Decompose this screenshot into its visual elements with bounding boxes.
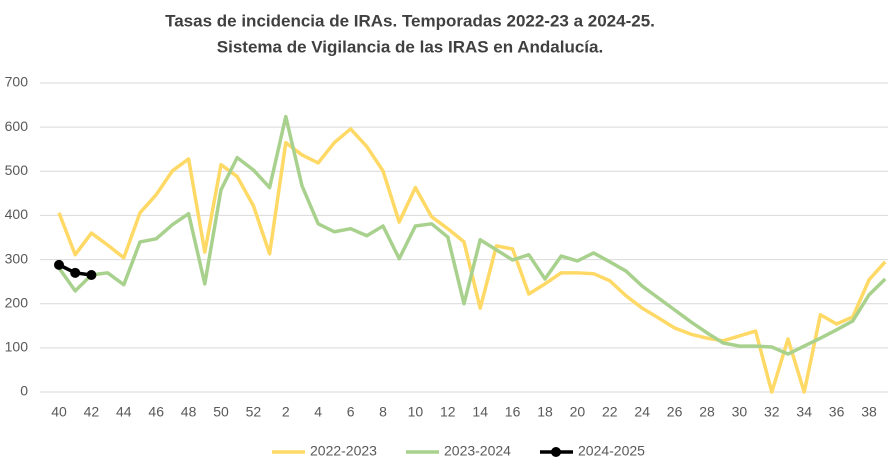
x-tick-label: 52 — [246, 404, 262, 420]
x-tick-label: 26 — [667, 404, 683, 420]
series-line — [57, 127, 887, 394]
chart-title: Tasas de incidencia de IRAs. Temporadas … — [165, 11, 655, 30]
y-tick-label: 200 — [5, 294, 29, 310]
x-tick-label: 46 — [148, 404, 164, 420]
x-tick-label: 6 — [347, 404, 355, 420]
x-tick-label: 16 — [505, 404, 521, 420]
x-tick-label: 12 — [440, 404, 456, 420]
x-tick-label: 8 — [379, 404, 387, 420]
x-tick-label: 34 — [796, 404, 812, 420]
y-tick-label: 300 — [5, 250, 29, 266]
x-tick-label: 4 — [314, 404, 322, 420]
legend-label: 2023-2024 — [444, 443, 511, 459]
x-tick-label: 30 — [732, 404, 748, 420]
legend-marker — [551, 447, 561, 457]
point — [70, 267, 81, 278]
point — [86, 270, 97, 281]
x-tick-label: 24 — [634, 404, 650, 420]
series-line — [57, 114, 887, 356]
x-tick-label: 44 — [116, 404, 132, 420]
x-tick-label: 20 — [570, 404, 586, 420]
point — [54, 259, 64, 270]
y-tick-label: 100 — [5, 339, 29, 355]
x-tick-label: 36 — [829, 404, 845, 420]
x-tick-label: 38 — [861, 404, 877, 420]
x-tick-label: 14 — [472, 404, 488, 420]
x-tick-label: 10 — [408, 404, 424, 420]
x-tick-label: 48 — [181, 404, 197, 420]
chart-subtitle: Sistema de Vigilancia de las IRAS en And… — [217, 37, 603, 56]
x-tick-label: 2 — [282, 404, 290, 420]
y-tick-label: 0 — [20, 383, 28, 399]
x-tick-label: 40 — [51, 404, 67, 420]
y-tick-label: 700 — [5, 74, 29, 90]
x-tick-label: 18 — [537, 404, 553, 420]
x-tick-label: 28 — [699, 404, 715, 420]
x-tick-label: 22 — [602, 404, 618, 420]
y-tick-label: 600 — [5, 118, 29, 134]
x-tick-label: 32 — [764, 404, 780, 420]
legend-label: 2022-2023 — [310, 443, 377, 459]
y-tick-label: 500 — [5, 162, 29, 178]
legend-label: 2024-2025 — [578, 443, 645, 459]
y-tick-label: 400 — [5, 206, 29, 222]
x-tick-label: 50 — [213, 404, 229, 420]
x-tick-label: 42 — [84, 404, 100, 420]
